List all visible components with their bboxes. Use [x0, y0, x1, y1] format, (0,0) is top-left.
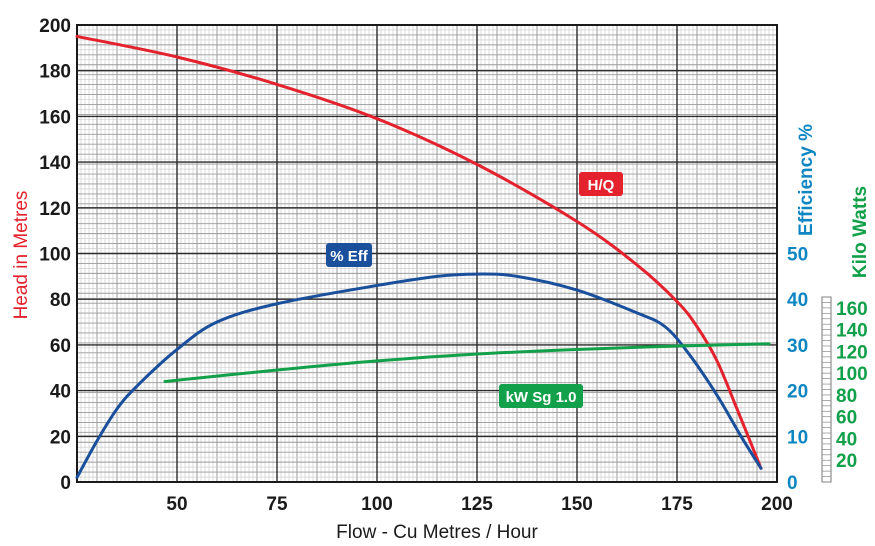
series-label-kw-sg-1-0: kW Sg 1.0: [506, 389, 577, 406]
x-tick-label: 125: [461, 494, 493, 515]
kw-tick-label: 80: [836, 386, 857, 407]
kw-tick-label: 140: [836, 321, 868, 342]
head-tick-label: 40: [50, 382, 71, 403]
head-tick-label: 100: [39, 245, 71, 266]
series-label-box-eff: [326, 243, 372, 267]
kw-tick-label: 60: [836, 408, 857, 429]
head-tick-label: 80: [50, 290, 71, 311]
kw-tick-label: 40: [836, 429, 857, 450]
kw-axis-title: Kilo Watts: [850, 186, 871, 278]
plot-frame: [76, 24, 778, 483]
head-tick-label: 160: [39, 107, 71, 128]
x-axis-title: Flow - Cu Metres / Hour: [336, 522, 538, 543]
series-label-h-q: H/Q: [588, 177, 615, 194]
series-line-kw-sg-1-0: [163, 342, 771, 383]
head-axis-title: Head in Metres: [11, 191, 32, 320]
x-tick-label: 175: [661, 494, 693, 515]
x-tick-label: 100: [361, 494, 393, 515]
x-tick-label: 150: [561, 494, 593, 515]
kw-tick-label: 20: [836, 451, 857, 472]
x-tick-label: 200: [761, 494, 793, 515]
head-tick-label: 140: [39, 153, 71, 174]
efficiency-tick-label: 0: [787, 473, 798, 494]
kw-tick-label: 120: [836, 342, 868, 363]
head-tick-label: 200: [39, 16, 71, 37]
series-label-box-h-q: [579, 172, 623, 196]
series-line-h-q: [75, 34, 763, 470]
efficiency-tick-label: 40: [787, 290, 808, 311]
kw-tick-label: 160: [836, 299, 868, 320]
series-line-eff: [75, 272, 763, 479]
efficiency-tick-label: 10: [787, 427, 808, 448]
x-tick-label: 75: [266, 494, 288, 515]
series-label-eff: % Eff: [330, 248, 369, 265]
efficiency-tick-label: 50: [787, 245, 808, 266]
head-tick-label: 180: [39, 62, 71, 83]
head-tick-label: 120: [39, 199, 71, 220]
head-tick-label: 60: [50, 336, 71, 357]
x-tick-label: 50: [166, 494, 187, 515]
efficiency-tick-label: 30: [787, 336, 808, 357]
head-tick-label: 0: [60, 473, 71, 494]
kw-tick-label: 100: [836, 364, 868, 385]
efficiency-tick-label: 20: [787, 382, 808, 403]
efficiency-axis-title: Efficiency %: [796, 124, 817, 236]
head-tick-label: 20: [50, 427, 71, 448]
series-label-box-kw-sg-1-0: [499, 384, 583, 408]
